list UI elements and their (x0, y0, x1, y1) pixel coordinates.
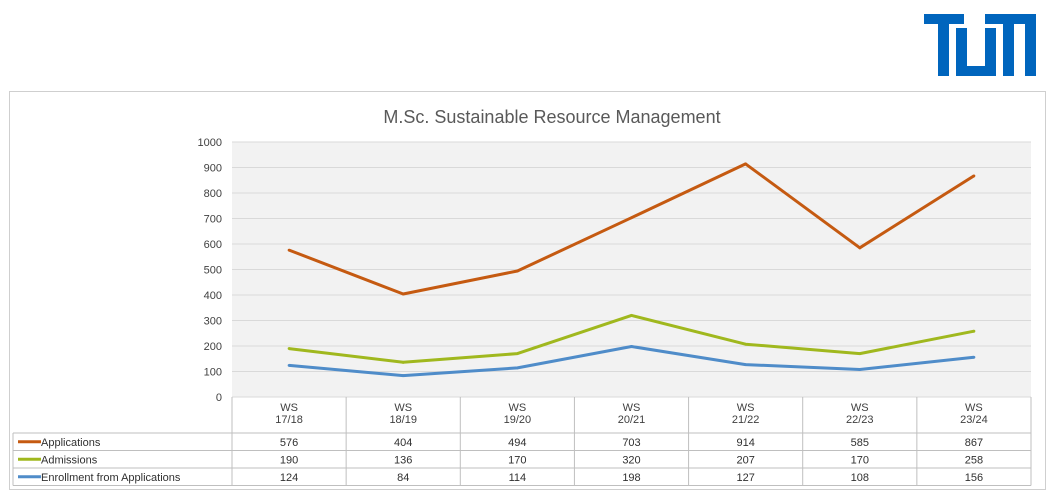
data-point (744, 363, 748, 367)
data-point (515, 366, 519, 370)
data-point (630, 216, 633, 220)
x-tick-label: WS (737, 402, 755, 414)
data-point (972, 355, 976, 359)
x-tick-label: 19/20 (504, 414, 532, 426)
x-tick-label: WS (394, 402, 412, 414)
data-label: 124 (280, 472, 298, 484)
y-tick-label: 1000 (198, 137, 222, 149)
y-tick-label: 200 (204, 341, 222, 353)
y-axis: 0 100 200 300 400 500 600 700 800 900 1000 (198, 137, 222, 404)
data-label: 494 (508, 437, 526, 449)
y-tick-label: 800 (204, 188, 222, 200)
data-point (401, 374, 405, 377)
data-label: 198 (622, 472, 640, 484)
x-tick-label: WS (508, 402, 526, 414)
x-tick-label: 18/19 (389, 414, 417, 426)
data-label: 576 (280, 437, 298, 449)
y-tick-label: 100 (204, 367, 222, 379)
x-tick-label: WS (280, 402, 298, 414)
data-point (287, 248, 291, 252)
data-point (972, 329, 976, 333)
x-tick-label: 21/22 (732, 414, 760, 426)
x-tick-label: 20/21 (618, 414, 646, 426)
data-label: 703 (622, 437, 640, 449)
data-label: 320 (622, 454, 640, 466)
data-point (401, 292, 405, 296)
series-label: Admissions (41, 454, 98, 466)
series-lines (287, 162, 976, 378)
data-label: 84 (397, 472, 409, 484)
x-tick-label: WS (965, 402, 983, 414)
data-label: 170 (508, 454, 526, 466)
data-point (401, 360, 405, 364)
x-tick-label: 23/24 (960, 414, 988, 426)
line-chart: M.Sc. Sustainable Resource Management 0 1… (12, 107, 1032, 486)
data-label: 404 (394, 437, 412, 449)
series-label: Enrollment from Applications (41, 472, 181, 484)
x-tick-label: WS (623, 402, 641, 414)
chart-title: M.Sc. Sustainable Resource Management (383, 107, 720, 127)
data-label: 108 (851, 472, 869, 484)
data-point (630, 345, 633, 348)
tum-logo (924, 14, 1036, 76)
data-point (744, 162, 748, 166)
series-label: Applications (41, 437, 101, 449)
data-point (630, 314, 633, 317)
data-label: 156 (965, 472, 983, 484)
data-point (515, 352, 519, 356)
data-point (744, 342, 748, 346)
data-point (972, 174, 976, 178)
data-point (858, 368, 862, 371)
x-tick-label: WS (851, 402, 869, 414)
data-label: 127 (736, 472, 754, 484)
x-tick-label: 22/23 (846, 414, 874, 426)
data-table: WS17/18WS18/19WS19/20WS20/21WS21/22WS22/… (12, 397, 1032, 486)
data-label: 190 (280, 454, 298, 466)
data-point (287, 363, 291, 367)
data-label: 114 (509, 472, 527, 484)
x-tick-label: 17/18 (275, 414, 303, 426)
data-point (858, 246, 862, 250)
data-label: 867 (965, 437, 983, 449)
data-label: 136 (394, 454, 412, 466)
y-tick-label: 300 (204, 316, 222, 328)
data-label: 914 (736, 437, 754, 449)
data-label: 207 (736, 454, 754, 466)
data-label: 170 (851, 454, 869, 466)
data-label: 585 (851, 437, 869, 449)
data-point (858, 352, 862, 356)
y-tick-label: 600 (204, 239, 222, 251)
y-tick-label: 700 (204, 214, 222, 226)
y-tick-label: 500 (204, 265, 222, 277)
data-point (515, 269, 519, 273)
chart-frame: M.Sc. Sustainable Resource Management 0 1… (9, 91, 1046, 490)
y-tick-label: 400 (204, 290, 222, 302)
y-tick-label: 0 (216, 392, 222, 404)
y-tick-label: 900 (204, 163, 222, 175)
data-point (287, 347, 291, 350)
data-label: 258 (965, 454, 983, 466)
